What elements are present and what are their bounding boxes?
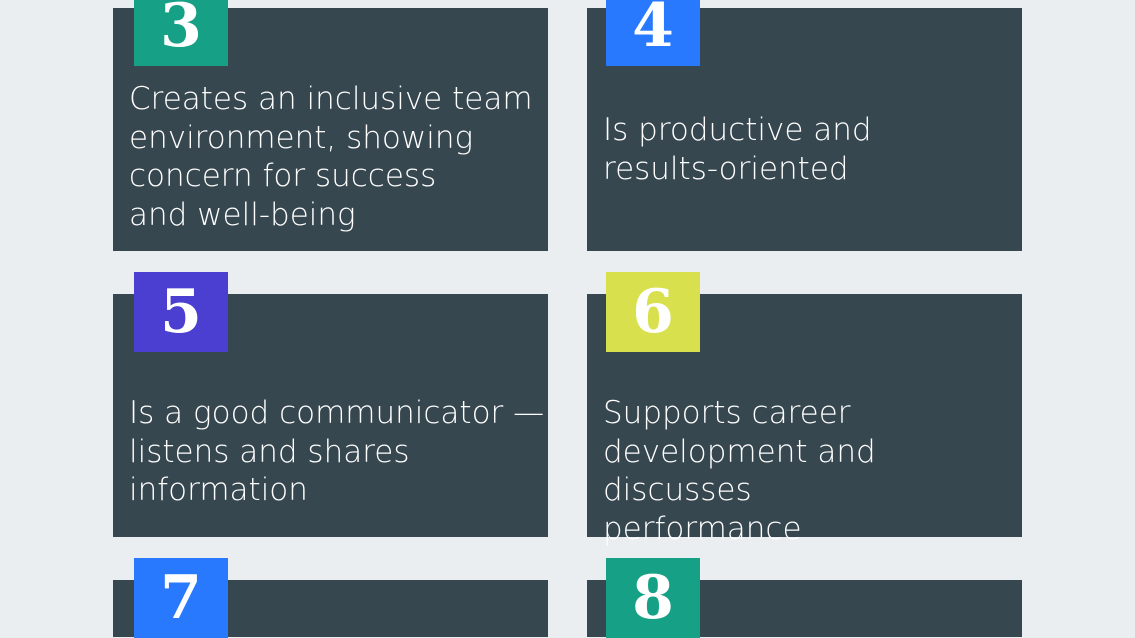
card-4-text: Is productive and results-oriented xyxy=(603,112,872,187)
badge-4: 4 xyxy=(606,0,700,66)
card-5-text: Is a good communicator — listens and sha… xyxy=(129,395,545,508)
card-6-text: Supports career development and discusse… xyxy=(603,395,876,547)
badge-8: 8 xyxy=(606,558,700,638)
badge-7: 7 xyxy=(134,558,228,638)
card-3-text: Creates an inclusive team environment, s… xyxy=(129,81,533,233)
card-4: Is productive and results-oriented xyxy=(587,8,1022,251)
badge-6: 6 xyxy=(606,272,700,352)
badge-3: 3 xyxy=(134,0,228,66)
badge-5: 5 xyxy=(134,272,228,352)
card-3: Creates an inclusive team environment, s… xyxy=(113,8,548,251)
